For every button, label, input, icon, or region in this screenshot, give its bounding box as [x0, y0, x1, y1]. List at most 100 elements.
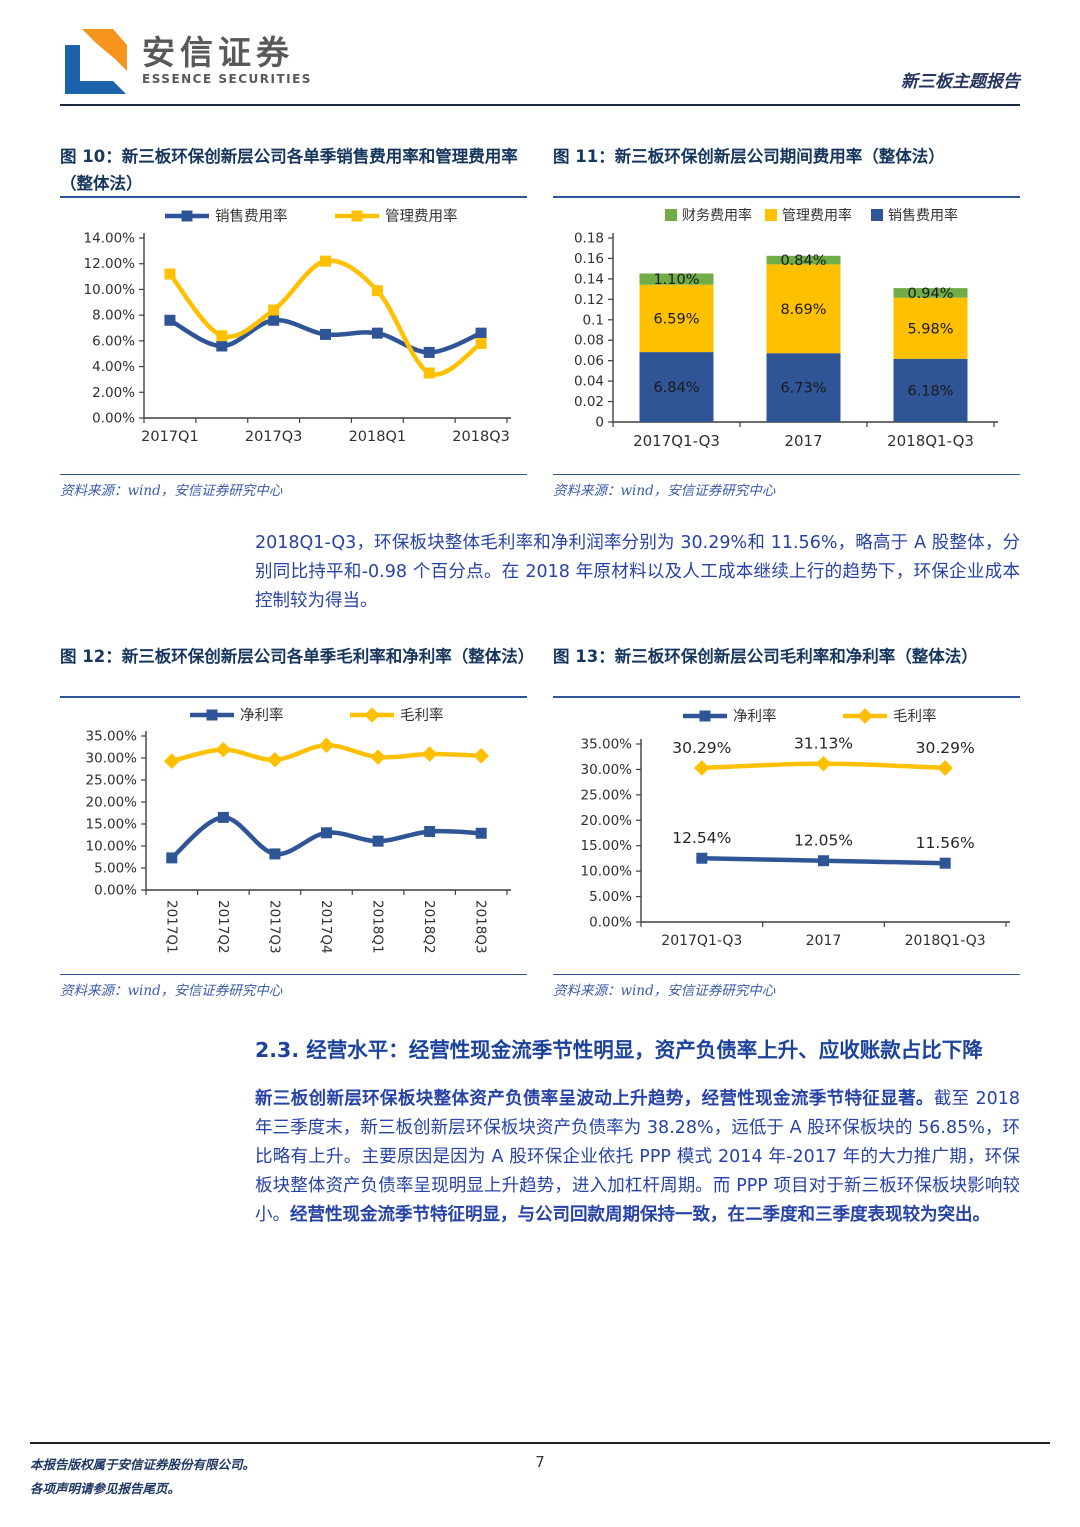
figures-row-1: 图 10：新三板环保创新层公司各单季销售费用率和管理费用率（整体法） 0.00%…	[60, 144, 1020, 499]
footer-line-2: 各项声明请参见报告尾页。	[30, 1481, 181, 1497]
svg-text:20.00%: 20.00%	[581, 813, 633, 829]
svg-text:2017Q3: 2017Q3	[245, 429, 303, 445]
svg-text:管理费用率: 管理费用率	[385, 208, 458, 225]
svg-text:15.00%: 15.00%	[581, 838, 633, 854]
svg-text:8.00%: 8.00%	[92, 308, 135, 324]
figure-13: 图 13：新三板环保创新层公司毛利率和净利率（整体法） 0.00% 5.00% 10…	[553, 644, 1020, 999]
svg-text:2017Q2: 2017Q2	[215, 900, 231, 954]
svg-text:管理费用率: 管理费用率	[782, 207, 852, 224]
svg-text:12.05%: 12.05%	[794, 832, 853, 850]
section-heading: 2.3. 经营水平：经营性现金流季节性明显，资产负债率上升、应收账款占比下降	[255, 1038, 983, 1063]
svg-text:12.54%: 12.54%	[672, 829, 731, 847]
svg-text:6.00%: 6.00%	[92, 333, 135, 349]
figure-12: 图 12：新三板环保创新层公司各单季毛利率和净利率（整体法） 0.00% 5.00…	[60, 644, 534, 999]
figure-10: 图 10：新三板环保创新层公司各单季销售费用率和管理费用率（整体法） 0.00%…	[60, 144, 527, 499]
svg-text:8.69%: 8.69%	[780, 302, 826, 318]
svg-text:0.18: 0.18	[574, 231, 604, 247]
svg-text:净利率: 净利率	[733, 708, 777, 725]
page-header: 安信证券 ESSENCE SECURITIES 新三板主题报告	[60, 0, 1020, 106]
svg-text:6.73%: 6.73%	[780, 381, 826, 397]
svg-text:0.06: 0.06	[574, 353, 604, 369]
figure-12-title: 图 12：新三板环保创新层公司各单季毛利率和净利率（整体法）	[60, 644, 534, 699]
figure-10-chart: 0.00% 2.00% 4.00% 6.00% 8.00% 10.00% 12.00% 14.…	[84, 208, 511, 445]
svg-text:0.00%: 0.00%	[92, 411, 135, 427]
svg-text:0.00%: 0.00%	[589, 915, 632, 931]
brand-logo: 安信证券 ESSENCE SECURITIES	[60, 26, 312, 96]
svg-text:2017Q1-Q3: 2017Q1-Q3	[661, 933, 742, 949]
svg-text:10.00%: 10.00%	[84, 282, 136, 298]
svg-text:销售费用率: 销售费用率	[215, 208, 288, 225]
svg-text:财务费用率: 财务费用率	[682, 207, 752, 224]
figure-10-source: 资料来源：wind，安信证券研究中心	[60, 474, 527, 499]
svg-text:2017Q1-Q3: 2017Q1-Q3	[633, 432, 720, 450]
footer-line-1: 本报告版权属于安信证券股份有限公司。	[30, 1457, 256, 1472]
figure-13-chart: 0.00% 5.00% 10.00% 15.00% 20.00% 25.00% 30.00%…	[581, 708, 1010, 949]
svg-text:0.1: 0.1	[583, 312, 604, 328]
svg-text:0.08: 0.08	[574, 333, 604, 349]
svg-text:35.00%: 35.00%	[86, 729, 138, 745]
brand-name-cn: 安信证券	[142, 32, 294, 72]
svg-text:0.02: 0.02	[574, 394, 604, 410]
svg-text:25.00%: 25.00%	[86, 773, 138, 789]
svg-text:2017Q1: 2017Q1	[141, 429, 199, 445]
figure-12-source: 资料来源：wind，安信证券研究中心	[60, 974, 527, 999]
svg-text:2.00%: 2.00%	[92, 385, 135, 401]
footer-disclaimer: 本报告版权属于安信证券股份有限公司。 各项声明请参见报告尾页。	[30, 1453, 1050, 1502]
svg-text:30.00%: 30.00%	[581, 762, 633, 778]
svg-text:毛利率: 毛利率	[893, 708, 937, 725]
svg-text:4.00%: 4.00%	[92, 359, 135, 375]
figures-row-2: 图 12：新三板环保创新层公司各单季毛利率和净利率（整体法） 0.00% 5.00…	[60, 644, 1020, 999]
svg-text:2017Q4: 2017Q4	[318, 900, 334, 954]
svg-text:0.14: 0.14	[574, 271, 604, 287]
svg-text:11.56%: 11.56%	[916, 834, 975, 852]
figure-11: 图 11：新三板环保创新层公司期间费用率（整体法） 0 0.02 0.04 0.06 0…	[553, 144, 1020, 499]
svg-text:0.16: 0.16	[574, 251, 604, 267]
paragraph-2: 新三板创新层环保板块整体资产负债率呈波动上升趋势，经营性现金流季节特征显著。截至…	[255, 1085, 1020, 1230]
svg-text:2018Q1: 2018Q1	[370, 900, 386, 954]
svg-text:2018Q1: 2018Q1	[349, 429, 407, 445]
svg-text:0.12: 0.12	[574, 292, 604, 308]
page-number: 7	[535, 1453, 545, 1471]
svg-text:6.84%: 6.84%	[653, 380, 699, 396]
svg-text:2018Q3: 2018Q3	[452, 429, 510, 445]
svg-text:0.04: 0.04	[574, 374, 604, 390]
svg-text:2018Q1-Q3: 2018Q1-Q3	[905, 933, 986, 949]
figure-12-chart: 0.00% 5.00% 10.00% 15.00% 20.00% 25.00% 30.00%…	[86, 707, 511, 954]
report-type-label: 新三板主题报告	[901, 72, 1020, 92]
svg-text:5.00%: 5.00%	[589, 889, 632, 905]
svg-text:0.84%: 0.84%	[780, 253, 826, 269]
paragraph-2-bold-tail: 经营性现金流季节特征明显，与公司回款周期保持一致，在二季度和三季度表现较为突出。	[290, 1205, 990, 1226]
svg-text:2018Q2: 2018Q2	[421, 900, 437, 954]
svg-text:25.00%: 25.00%	[581, 787, 633, 803]
brand-name-en: ESSENCE SECURITIES	[142, 72, 312, 87]
paragraph-1-text: 2018Q1-Q3，环保板块整体毛利率和净利润率分别为 30.29%和 11.5…	[255, 533, 1020, 612]
svg-text:2017: 2017	[784, 432, 822, 450]
paragraph-2-body: 截至 2018 年三季度末，新三板创新层环保板块资产负债率为 38.28%，远低…	[255, 1089, 1021, 1226]
figure-10-title: 图 10：新三板环保创新层公司各单季销售费用率和管理费用率（整体法）	[60, 144, 527, 198]
paragraph-1: 2018Q1-Q3，环保板块整体毛利率和净利润率分别为 30.29%和 11.5…	[255, 529, 1020, 616]
svg-text:1.10%: 1.10%	[653, 272, 699, 288]
svg-text:30.00%: 30.00%	[86, 751, 138, 767]
svg-text:毛利率: 毛利率	[400, 707, 444, 724]
cube-logo-icon	[65, 29, 127, 94]
svg-text:10.00%: 10.00%	[86, 839, 138, 855]
figure-11-title: 图 11：新三板环保创新层公司期间费用率（整体法）	[553, 144, 1020, 198]
figure-13-source: 资料来源：wind，安信证券研究中心	[553, 974, 1020, 999]
svg-text:12.00%: 12.00%	[84, 256, 136, 272]
svg-text:35.00%: 35.00%	[581, 737, 633, 753]
svg-text:0: 0	[595, 415, 604, 431]
svg-text:2017: 2017	[806, 933, 842, 949]
svg-text:31.13%: 31.13%	[794, 735, 853, 753]
svg-text:14.00%: 14.00%	[84, 231, 136, 247]
svg-text:销售费用率: 销售费用率	[888, 207, 958, 224]
svg-text:6.59%: 6.59%	[653, 311, 699, 327]
svg-text:2018Q1-Q3: 2018Q1-Q3	[887, 432, 974, 450]
paragraph-2-bold-lead: 新三板创新层环保板块整体资产负债率呈波动上升趋势，经营性现金流季节特征显著。	[255, 1089, 934, 1110]
page-footer: 本报告版权属于安信证券股份有限公司。 各项声明请参见报告尾页。 7	[30, 1442, 1050, 1502]
svg-text:2017Q3: 2017Q3	[266, 900, 282, 954]
svg-text:2018Q3: 2018Q3	[473, 900, 489, 954]
svg-text:30.29%: 30.29%	[672, 739, 731, 757]
svg-text:5.00%: 5.00%	[94, 861, 137, 877]
svg-text:5.98%: 5.98%	[907, 321, 953, 337]
